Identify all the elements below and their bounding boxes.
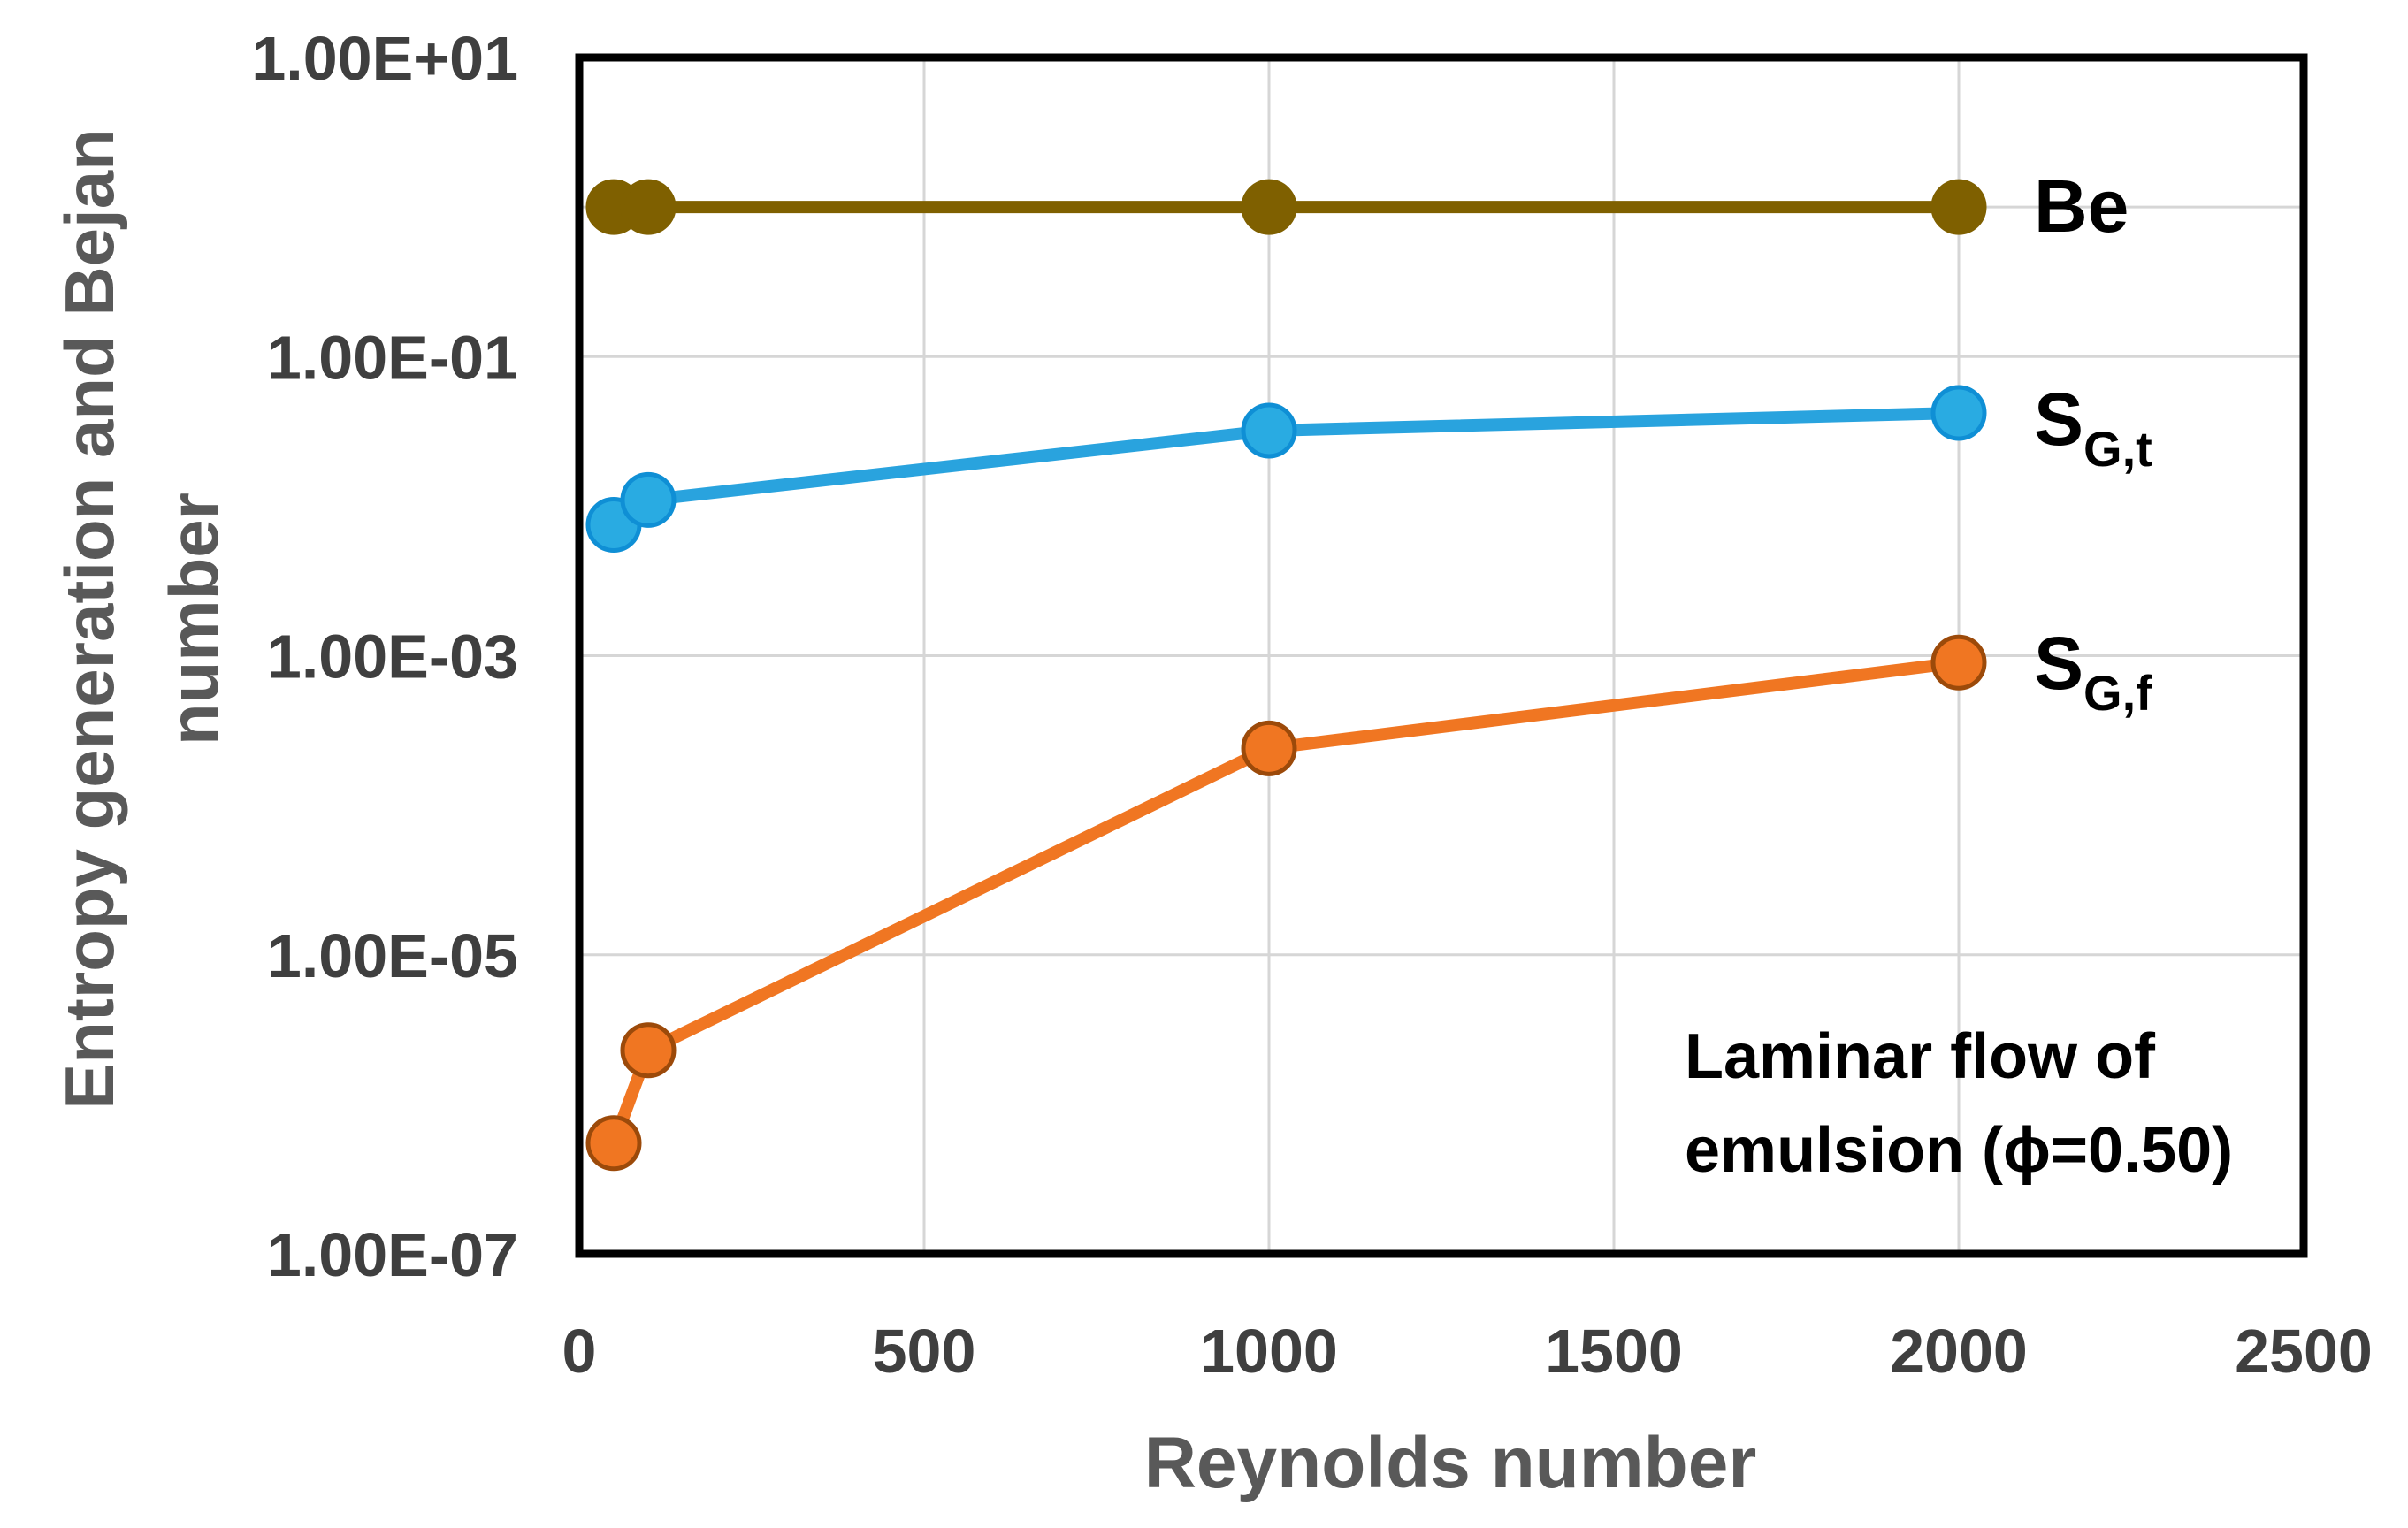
gridlines [579, 57, 2304, 1254]
y-axis-title-line-2: number [155, 493, 233, 745]
plot-border [575, 53, 2308, 1258]
series-sgf-line [608, 656, 1965, 1150]
y-tick-label-1: 1.00E-01 [267, 323, 518, 392]
series-sgf-marker-100 [620, 1022, 677, 1079]
y-axis-tick-labels: 1.00E+01 1.00E-01 1.00E-03 1.00E-05 1.00E-07 [251, 24, 518, 1289]
x-axis-title: Reynolds number [1144, 1423, 1757, 1503]
series-label-main: S [2034, 622, 2083, 705]
series-sgt-marker-1000 [1241, 402, 1297, 459]
series-sgf-marker-50 [585, 1115, 642, 1172]
x-tick-label-1500: 1500 [1545, 1317, 1683, 1386]
x-tick-label-2000: 2000 [1890, 1317, 2028, 1386]
series-label-sgf: SG,f [2034, 622, 2152, 721]
series-be-marker-1000 [1241, 179, 1297, 235]
series-label-be: Be [2034, 164, 2129, 248]
annotation-line-1: Laminar flow of [1685, 1021, 2156, 1092]
x-tick-label-0: 0 [562, 1317, 597, 1386]
series-be-marker-2000 [1930, 179, 1987, 235]
x-axis-tick-labels: 0 500 1000 1500 2000 2500 [562, 1317, 2373, 1386]
series-label-main: Be [2034, 164, 2129, 248]
series-sgt-marker-100 [620, 471, 677, 528]
x-tick-label-500: 500 [873, 1317, 976, 1386]
series-sgf-marker-2000 [1930, 634, 1987, 691]
annotation-laminar-flow: Laminar flow of emulsion (ϕ=0.50) [1685, 1021, 2233, 1186]
series-label-sgt: SG,t [2034, 378, 2152, 477]
y-tick-label-2: 1.00E-03 [267, 623, 518, 691]
series-label-subscript: G,t [2083, 421, 2152, 477]
annotation-line-2: emulsion (ϕ=0.50) [1685, 1115, 2233, 1186]
series-sgf-marker-1000 [1241, 720, 1297, 776]
x-tick-label-2500: 2500 [2235, 1317, 2373, 1386]
series-sgt-marker-2000 [1930, 385, 1987, 441]
y-tick-label-3: 1.00E-05 [267, 921, 518, 990]
y-axis-title: Entropy generation and Bejan number [50, 128, 233, 1109]
y-axis-title-line-1: Entropy generation and Bejan [50, 128, 128, 1109]
series-be-marker-100 [620, 179, 677, 235]
y-tick-label-4: 1.00E-07 [267, 1220, 518, 1289]
series-label-main: S [2034, 378, 2083, 461]
x-tick-label-1000: 1000 [1200, 1317, 1338, 1386]
y-tick-label-0: 1.00E+01 [251, 24, 518, 93]
series-label-subscript: G,f [2083, 665, 2152, 721]
